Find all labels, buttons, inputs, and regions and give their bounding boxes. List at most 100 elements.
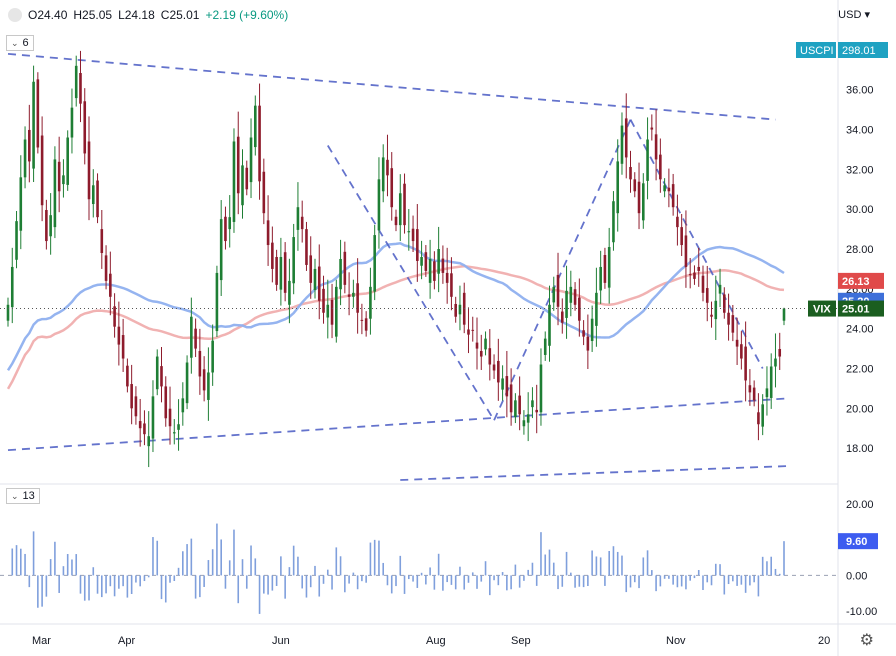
candle-body — [253, 105, 257, 148]
indicator-badge-bg — [838, 533, 878, 550]
candle-body — [62, 175, 65, 185]
price-tick-label: 22.00 — [846, 363, 874, 375]
candle-body — [202, 369, 206, 391]
candle-body — [313, 268, 317, 291]
indicator-tick-label: -10.00 — [846, 606, 877, 618]
candle-body — [403, 183, 406, 226]
candle-body — [735, 339, 739, 347]
candle-body — [514, 400, 517, 418]
candle-body — [49, 215, 52, 237]
moving-average-fast-line — [6, 242, 785, 371]
chevron-down-icon: ⌄ — [11, 490, 19, 501]
trendline-5 — [629, 119, 764, 369]
candle-body — [437, 249, 440, 274]
candle-body — [352, 292, 355, 297]
candle-body — [249, 137, 253, 183]
ma-slow-badge-bg — [838, 272, 884, 289]
candle-body — [160, 366, 163, 387]
trendline-3 — [327, 145, 495, 421]
candle-body — [778, 348, 782, 357]
candle-body — [697, 266, 701, 271]
candle-body — [335, 286, 338, 337]
time-tick-label: 20 — [818, 635, 830, 647]
candle-body — [377, 179, 381, 231]
candle-body — [518, 395, 521, 415]
candle-body — [96, 180, 99, 218]
vix-badge-bg — [838, 300, 884, 317]
candle-body — [650, 127, 654, 130]
change-value: +2.19 (+9.60%) — [205, 8, 289, 22]
candle-body — [484, 338, 487, 350]
candle-body — [364, 318, 368, 331]
candle-body — [450, 273, 453, 297]
candle-body — [360, 319, 364, 321]
candle-body — [322, 288, 325, 313]
uscpi-tag-bg — [796, 42, 836, 58]
candle-body — [727, 312, 730, 325]
candle-body — [560, 311, 564, 323]
price-pane-legend-toggle[interactable]: ⌄ 6 — [6, 35, 34, 51]
candle-body — [126, 365, 129, 387]
candle-body — [416, 229, 419, 261]
candle-body — [748, 385, 752, 393]
candle-body — [548, 304, 551, 346]
candle-body — [637, 181, 641, 214]
candle-body — [155, 356, 159, 390]
candle-body — [680, 227, 683, 246]
candle-body — [40, 135, 44, 206]
low-value: L24.18 — [118, 8, 155, 22]
time-tick-label: Mar — [32, 635, 51, 647]
candle-body — [599, 266, 602, 291]
candle-body — [190, 316, 193, 358]
candle-body — [91, 185, 95, 205]
price-tick-label: 32.00 — [846, 164, 874, 176]
candle-body — [224, 216, 227, 242]
candle-body — [765, 388, 769, 398]
gear-icon[interactable]: ⚙ — [859, 632, 874, 649]
candle-body — [241, 165, 244, 206]
candle-body — [744, 346, 747, 381]
candle-body — [15, 221, 18, 260]
candle-body — [100, 229, 104, 254]
volume-pane-legend-toggle[interactable]: ⌄ 13 — [6, 488, 40, 504]
candle-body — [113, 306, 116, 327]
price-tick-label: 36.00 — [846, 85, 874, 97]
candle-body — [138, 421, 142, 429]
candle-body — [433, 261, 436, 281]
candle-body — [505, 376, 509, 397]
candle-body — [236, 136, 240, 194]
candle-body — [531, 400, 534, 408]
candle-body — [633, 179, 637, 192]
candle-body — [458, 304, 462, 315]
candle-body — [556, 274, 560, 307]
candle-body — [420, 256, 423, 266]
candle-body — [194, 328, 197, 349]
candle-body — [471, 329, 475, 331]
candle-body — [219, 219, 223, 281]
eye-icon[interactable] — [8, 8, 22, 22]
candle-body — [211, 340, 214, 373]
candle-body — [296, 207, 300, 230]
candle-body — [543, 338, 547, 355]
candle-body — [475, 342, 479, 349]
candle-body — [590, 318, 594, 342]
candle-body — [509, 384, 513, 413]
candle-body — [723, 294, 726, 313]
time-tick-label: Jun — [272, 635, 290, 647]
candle-body — [143, 423, 146, 435]
trendline-1 — [7, 397, 789, 452]
candle-body — [79, 73, 82, 104]
candle-body — [10, 266, 14, 308]
candle-body — [624, 118, 628, 158]
candle-body — [714, 300, 718, 320]
candle-body — [688, 274, 692, 276]
candle-body — [245, 167, 249, 190]
uscpi-value: 298.01 — [842, 45, 876, 57]
price-tick-label: 30.00 — [846, 204, 874, 216]
price-tick-label: 24.00 — [846, 324, 874, 336]
candle-body — [539, 364, 543, 413]
currency-selector[interactable]: USD ▾ — [838, 8, 870, 21]
candle-body — [573, 289, 577, 305]
candle-body — [586, 336, 590, 351]
